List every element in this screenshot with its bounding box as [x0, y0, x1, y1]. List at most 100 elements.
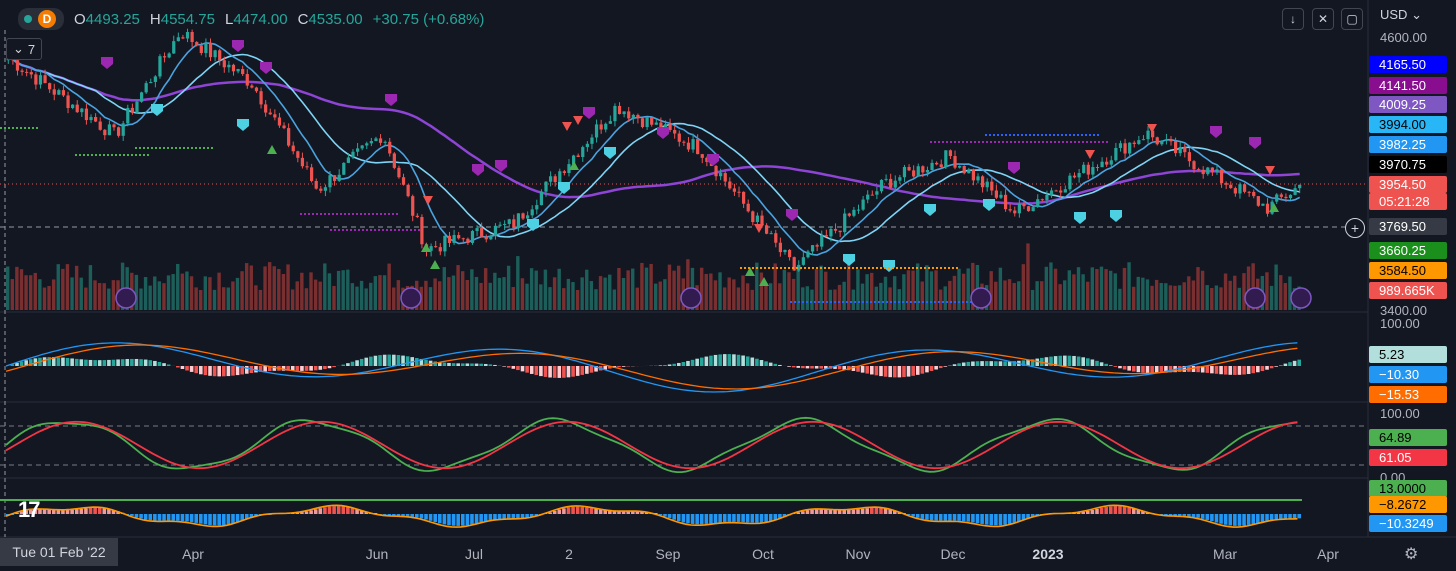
macd-histogram-bar	[575, 366, 580, 376]
macd-histogram-bar	[447, 362, 451, 366]
osc-histogram-bar	[502, 514, 506, 519]
candle-body	[833, 228, 838, 231]
volume-bar	[1030, 289, 1035, 310]
macd-histogram-bar	[897, 366, 902, 378]
macd-histogram-bar	[1086, 358, 1090, 366]
candle-body	[512, 219, 516, 229]
maximize-button[interactable]: ▢	[1341, 8, 1363, 30]
osc-histogram-bar	[833, 509, 837, 514]
collapse-button[interactable]: ✕	[1312, 8, 1334, 30]
candle-body	[820, 235, 824, 247]
candle-body	[893, 180, 897, 188]
osc-histogram-bar	[1274, 514, 1279, 520]
volume-bar	[1044, 266, 1049, 310]
macd-histogram-bar	[879, 366, 883, 377]
macd-tag: −10.30	[1369, 366, 1447, 383]
volume-bar	[824, 271, 828, 310]
volume-bar	[539, 284, 543, 310]
macd-histogram-bar	[1251, 366, 1256, 374]
osc-histogram-bar	[97, 507, 102, 514]
osc-histogram-bar	[143, 514, 148, 520]
currency-selector[interactable]: USD ⌄	[1380, 7, 1422, 22]
osc-histogram-bar	[957, 514, 961, 521]
candle-body	[310, 167, 314, 182]
osc-histogram-bar	[989, 514, 994, 526]
macd-histogram-bar	[33, 358, 38, 366]
macd-histogram-bar	[1191, 366, 1196, 372]
macd-histogram-bar	[589, 366, 594, 373]
osc-histogram-bar	[1283, 514, 1288, 519]
macd-histogram-bar	[240, 366, 244, 375]
chevron-down-icon: ⌄	[13, 41, 24, 56]
time-axis-label: 2023	[1032, 546, 1064, 562]
macd-histogram-bar	[387, 354, 392, 366]
volume-bar	[1095, 268, 1099, 310]
osc-histogram-bar	[401, 514, 405, 517]
macd-histogram-bar	[906, 366, 911, 377]
macd-histogram-bar	[787, 366, 791, 367]
macd-histogram-bar	[704, 356, 709, 366]
volume-bar	[608, 274, 612, 310]
macd-histogram-bar	[1122, 366, 1127, 370]
high-label: H	[149, 10, 161, 28]
osc-histogram-bar	[676, 514, 681, 522]
volume-bar	[755, 262, 759, 310]
candle-body	[696, 139, 700, 155]
osc-histogram-bar	[1292, 514, 1297, 519]
osc-histogram-bar	[608, 510, 612, 514]
osc-histogram-bar	[474, 514, 479, 524]
osc-histogram-bar	[130, 514, 134, 516]
indicators-toggle-button[interactable]: ⌄ 7	[6, 38, 43, 60]
gear-icon[interactable]: ⚙	[1404, 546, 1419, 563]
osc-histogram-bar	[222, 514, 226, 525]
candle-body	[1017, 203, 1021, 214]
macd-histogram-bar	[1182, 366, 1187, 372]
osc-histogram-bar	[107, 508, 111, 514]
add-crosshair-icon[interactable]: +	[1345, 218, 1365, 238]
symbol-badge[interactable]: D	[18, 8, 64, 30]
volume-bar	[369, 282, 373, 310]
candle-body	[884, 178, 888, 180]
volume-bar	[1187, 276, 1191, 310]
ma-mid-line	[8, 53, 1300, 243]
candle-body	[342, 162, 346, 175]
candle-body	[958, 165, 962, 168]
osc-histogram-bar	[1237, 514, 1242, 526]
macd-histogram-bar	[1168, 366, 1173, 373]
osc-histogram-bar	[644, 512, 649, 514]
osc-histogram-bar	[552, 510, 557, 514]
volume-bar	[842, 281, 846, 310]
signal-marker-icon	[527, 219, 539, 231]
buy-arrow-icon	[421, 243, 431, 252]
osc-histogram-bar	[1007, 514, 1012, 524]
macd-histogram-bar	[621, 366, 626, 367]
macd-histogram-bar	[543, 366, 548, 377]
scroll-down-button[interactable]: ↓	[1282, 8, 1304, 30]
candle-body	[558, 171, 562, 183]
candle-body	[34, 74, 38, 85]
osc-histogram-bar	[741, 514, 745, 523]
volume-bar	[382, 275, 387, 310]
volume-bar	[612, 289, 617, 310]
signal-marker-icon	[472, 164, 484, 176]
volume-bar	[199, 289, 203, 310]
osc-histogram-bar	[249, 514, 254, 518]
osc-histogram-bar	[1182, 514, 1187, 517]
candle-body	[282, 125, 286, 129]
osc-histogram-bar	[1173, 514, 1177, 516]
candle-body	[190, 32, 194, 43]
macd-histogram-bar	[837, 366, 842, 370]
volume-bar	[1113, 273, 1117, 310]
candle-body	[112, 124, 116, 128]
volume-bar	[718, 272, 722, 310]
volume-bar	[24, 275, 28, 310]
macd-label-top: 100.00	[1380, 316, 1420, 331]
macd-histogram-bar	[300, 366, 304, 371]
macd-histogram-bar	[1292, 360, 1297, 366]
candle-body	[751, 211, 755, 223]
volume-bar	[727, 277, 731, 310]
candle-body	[516, 213, 521, 229]
macd-histogram-bar	[208, 366, 212, 376]
osc-histogram-bar	[562, 508, 566, 514]
